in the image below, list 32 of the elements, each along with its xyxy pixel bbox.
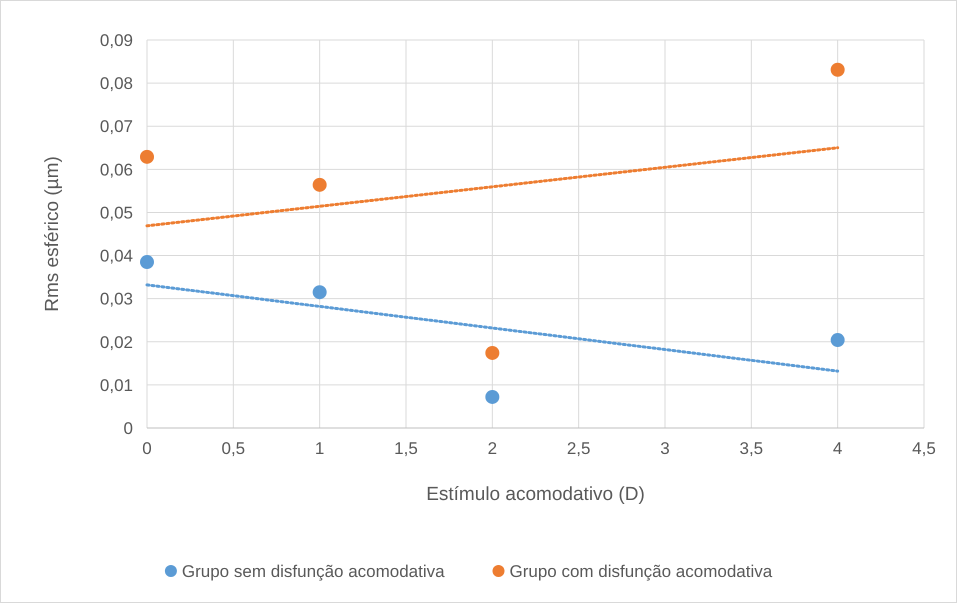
y-tick-label: 0,07 bbox=[100, 117, 133, 136]
x-tick-label: 2,5 bbox=[566, 439, 590, 458]
point bbox=[485, 346, 500, 360]
y-tick-label: 0,01 bbox=[100, 376, 133, 395]
point bbox=[485, 390, 500, 404]
y-tick-label: 0,05 bbox=[100, 203, 133, 222]
point bbox=[830, 62, 845, 77]
point bbox=[140, 150, 154, 164]
x-tick-label: 4 bbox=[832, 439, 842, 458]
x-axis-title: Estímulo acomodativo (D) bbox=[426, 484, 645, 505]
x-tick-label: 2 bbox=[488, 439, 498, 458]
point bbox=[312, 285, 327, 300]
y-tick-label: 0 bbox=[124, 419, 133, 438]
x-tick-label: 3,5 bbox=[740, 439, 764, 458]
y-tick-label: 0,03 bbox=[100, 290, 133, 309]
legend-label: Grupo sem disfunção acomodativa bbox=[182, 562, 446, 581]
x-tick-label: 0,5 bbox=[222, 439, 246, 458]
y-tick-label: 0,02 bbox=[100, 332, 133, 352]
x-tick-label: 1,5 bbox=[394, 439, 418, 458]
point bbox=[830, 333, 845, 348]
x-tick-label: 1 bbox=[314, 439, 324, 458]
legend-label: Grupo com disfunção acomodativa bbox=[510, 562, 773, 581]
x-tick-label: 0 bbox=[142, 439, 152, 458]
point bbox=[312, 178, 327, 192]
y-tick-label: 0,04 bbox=[100, 246, 133, 266]
x-tick-label: 4,5 bbox=[912, 439, 936, 458]
y-tick-label: 0,09 bbox=[100, 31, 133, 50]
y-axis-title: Rms esférico (µm) bbox=[42, 156, 63, 312]
y-tick-label: 0,08 bbox=[100, 74, 133, 94]
y-tick-label: 0,06 bbox=[100, 160, 133, 180]
x-tick-label: 3 bbox=[660, 439, 670, 458]
point bbox=[140, 255, 154, 270]
